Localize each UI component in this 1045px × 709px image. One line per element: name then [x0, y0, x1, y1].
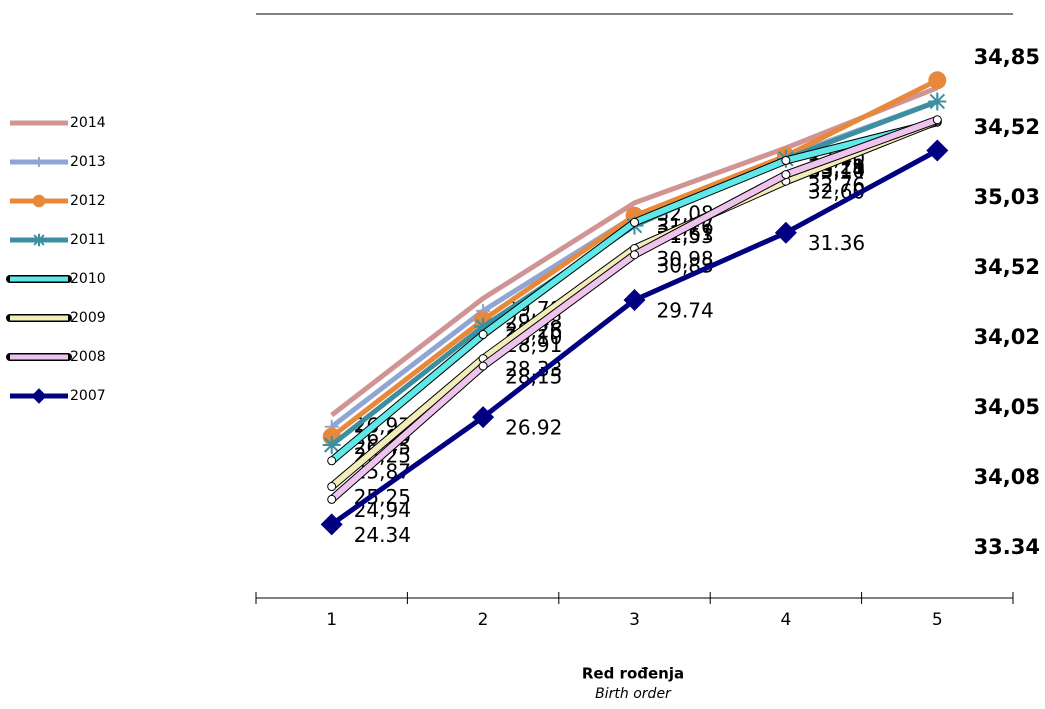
data-label: 24.34 — [354, 523, 411, 547]
data-label-end: 34,08 — [974, 465, 1040, 489]
marker — [781, 155, 791, 165]
x-tick-label: 1 — [326, 610, 337, 630]
legend-label: 2011 — [70, 232, 106, 248]
marker — [327, 456, 337, 466]
marker — [478, 361, 488, 371]
x-tick-label: 4 — [780, 610, 791, 630]
data-label-end: 34,05 — [974, 395, 1040, 419]
marker — [630, 250, 639, 260]
marker — [472, 406, 495, 429]
legend-label: 2007 — [70, 388, 106, 404]
data-label-end: 34,52 — [974, 115, 1040, 139]
data-label: 26.92 — [505, 416, 562, 440]
x-tick-label: 3 — [629, 610, 640, 630]
x-axis-title: Red rođenja — [582, 665, 684, 683]
marker — [774, 221, 797, 244]
legend-marker — [32, 194, 46, 208]
marker — [928, 92, 947, 111]
x-axis-subtitle: Birth order — [595, 686, 672, 702]
data-label-end: 34,52 — [974, 255, 1040, 279]
marker — [478, 330, 488, 340]
data-label-end: 34,85 — [974, 45, 1040, 69]
data-label-end: 33.34 — [974, 535, 1040, 559]
marker — [928, 71, 947, 90]
data-label-end: 35,03 — [974, 185, 1040, 209]
legend-label: 2009 — [70, 310, 106, 326]
data-label: 32,60 — [808, 180, 865, 204]
marker — [623, 289, 646, 312]
marker — [327, 482, 337, 492]
series-line — [330, 148, 939, 527]
marker — [322, 436, 341, 454]
marker — [327, 494, 337, 504]
data-label: 29.74 — [657, 299, 714, 323]
legend-label: 2012 — [70, 193, 106, 209]
x-tick-label: 5 — [932, 610, 943, 630]
data-label: 31.36 — [808, 231, 865, 255]
legend-label: 2013 — [70, 154, 106, 170]
marker — [630, 217, 639, 227]
marker — [320, 513, 343, 536]
legend-label: 2014 — [70, 115, 106, 131]
marker — [474, 317, 493, 336]
legend-label: 2010 — [70, 271, 106, 287]
marker — [781, 170, 791, 180]
marker — [926, 139, 949, 162]
data-label: 30,83 — [657, 253, 714, 277]
x-tick-label: 2 — [478, 610, 489, 630]
legend-marker — [32, 233, 46, 247]
legend-marker — [34, 157, 44, 167]
marker — [932, 115, 942, 125]
legend-marker — [31, 388, 47, 404]
data-label-end: 34,02 — [974, 325, 1040, 349]
legend-label: 2008 — [70, 349, 106, 365]
